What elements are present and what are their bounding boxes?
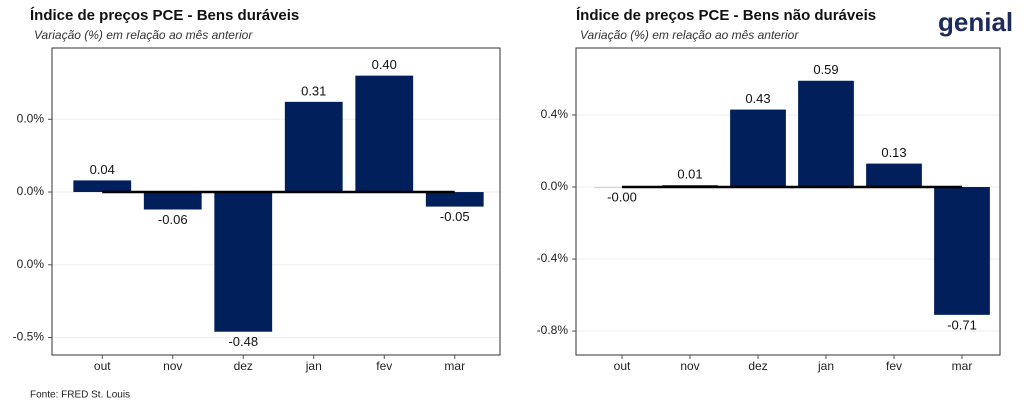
- y-tick-label: 0.0%: [17, 257, 45, 271]
- y-tick-label: -0.5%: [13, 330, 45, 344]
- x-tick-label: mar: [952, 359, 973, 373]
- bar: [73, 180, 132, 193]
- chart-title: Índice de preços PCE - Bens duráveis: [30, 7, 299, 24]
- value-label: 0.13: [881, 145, 906, 160]
- x-tick-label: jan: [817, 359, 834, 373]
- value-label: -0.05: [440, 209, 470, 224]
- x-tick-label: fev: [376, 359, 392, 373]
- value-label: 0.31: [301, 83, 326, 98]
- x-tick-label: nov: [163, 359, 182, 373]
- x-tick-label: mar: [444, 359, 465, 373]
- y-tick-label: 0.0%: [17, 111, 45, 125]
- value-label: 0.01: [677, 167, 702, 182]
- plot-frame: [51, 47, 501, 356]
- bar: [866, 163, 922, 188]
- value-label: -0.71: [947, 317, 977, 332]
- bar: [798, 80, 854, 188]
- bar: [143, 192, 202, 210]
- logo: genial: [938, 7, 1013, 37]
- value-label: 0.59: [813, 62, 838, 77]
- chart-subtitle: Variação (%) em relação ao mês anterior: [34, 28, 253, 42]
- x-tick-label: out: [614, 359, 631, 373]
- x-tick-label: fev: [886, 359, 902, 373]
- source: Fonte: FRED St. Louis: [30, 390, 130, 401]
- y-tick-label: 0.0%: [541, 179, 569, 193]
- x-tick-label: out: [94, 359, 111, 373]
- bar: [214, 192, 273, 332]
- y-tick-label: 0.4%: [541, 107, 569, 121]
- y-tick-label: -0.4%: [537, 251, 569, 265]
- chart-subtitle: Variação (%) em relação ao mês anterior: [580, 28, 799, 42]
- value-label: -0.00: [607, 190, 637, 205]
- bar: [355, 75, 414, 193]
- y-tick-label: -0.8%: [537, 323, 569, 337]
- plot-frame: [575, 47, 1001, 356]
- bar: [730, 109, 786, 188]
- value-label: 0.40: [372, 57, 397, 72]
- value-label: 0.04: [90, 162, 115, 177]
- bar: [934, 187, 990, 315]
- bar: [284, 101, 343, 193]
- x-tick-label: dez: [748, 359, 767, 373]
- x-tick-label: dez: [234, 359, 253, 373]
- value-label: -0.06: [158, 212, 188, 227]
- value-label: 0.43: [745, 91, 770, 106]
- value-label: -0.48: [228, 334, 258, 349]
- bar: [425, 192, 484, 207]
- chart-title: Índice de preços PCE - Bens não duráveis: [576, 7, 876, 24]
- y-tick-label: 0.0%: [17, 184, 45, 198]
- x-tick-label: nov: [680, 359, 699, 373]
- x-tick-label: jan: [305, 359, 322, 373]
